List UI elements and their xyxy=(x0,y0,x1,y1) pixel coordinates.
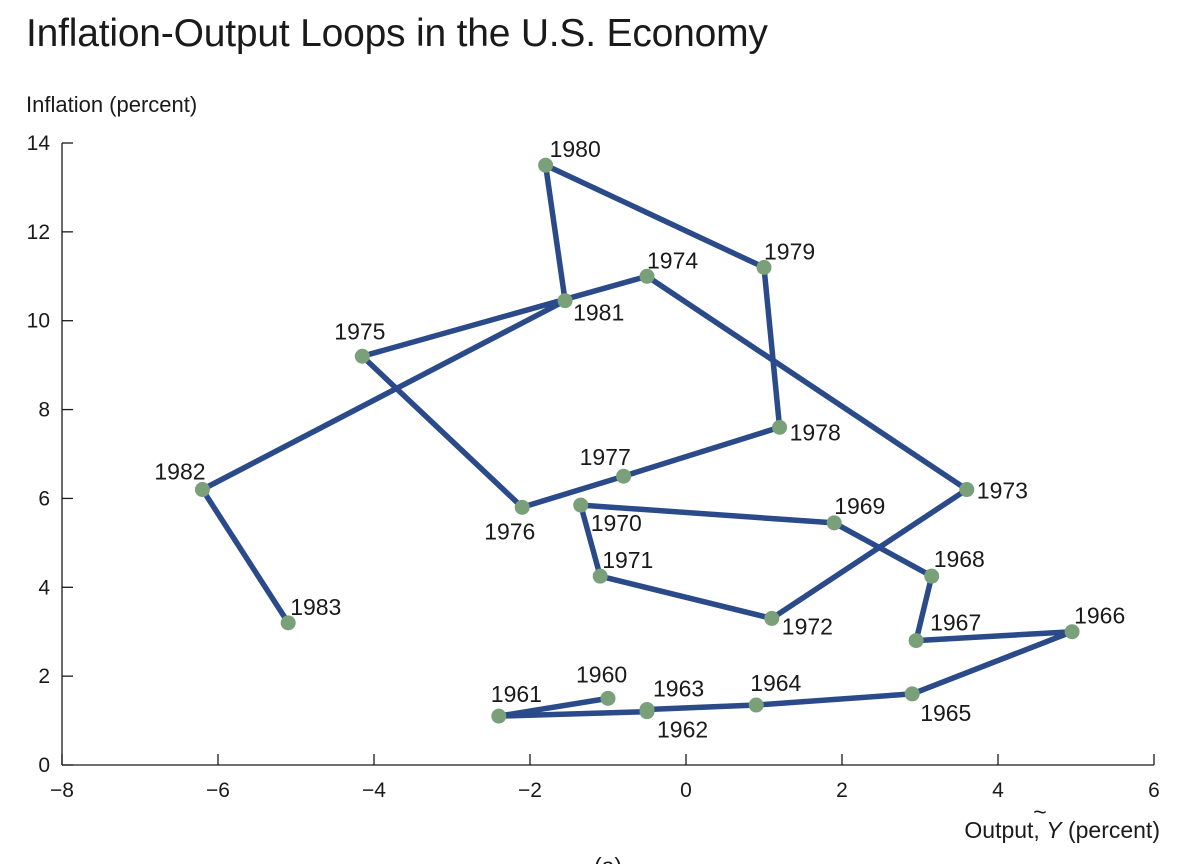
y-tick-label: 14 xyxy=(27,132,51,155)
point-1977 xyxy=(616,468,632,484)
label-1981: 1981 xyxy=(573,300,624,326)
y-tick-label: 8 xyxy=(38,399,50,422)
point-1966 xyxy=(1064,624,1080,640)
data-markers xyxy=(194,157,1080,724)
y-tick-label: 2 xyxy=(38,665,50,688)
label-1963: 1963 xyxy=(653,675,704,701)
point-1978 xyxy=(772,419,788,435)
point-1981 xyxy=(557,293,573,309)
label-1960: 1960 xyxy=(576,661,627,687)
label-1980: 1980 xyxy=(550,136,601,162)
point-1975 xyxy=(354,348,370,364)
label-1965: 1965 xyxy=(920,700,971,726)
x-axis-label-prefix: Output, xyxy=(964,817,1046,843)
label-1974: 1974 xyxy=(647,247,698,273)
label-1973: 1973 xyxy=(977,478,1028,504)
label-1979: 1979 xyxy=(764,238,815,264)
label-1983: 1983 xyxy=(290,594,341,620)
y-tick-label: 12 xyxy=(27,221,50,244)
y-tick-label: 6 xyxy=(38,487,50,510)
label-1964: 1964 xyxy=(750,670,801,696)
label-1976: 1976 xyxy=(484,518,535,544)
point-1973 xyxy=(959,482,975,498)
label-1961: 1961 xyxy=(491,681,542,707)
x-tick-label: −8 xyxy=(50,779,74,802)
x-tick-label: −2 xyxy=(518,779,542,802)
y-tick-label: 4 xyxy=(38,576,50,599)
label-1968: 1968 xyxy=(934,546,985,572)
point-1961 xyxy=(491,708,507,724)
figure-caption: (a) xyxy=(594,853,622,864)
y-tick-label: 10 xyxy=(27,310,50,333)
point-1960 xyxy=(600,690,616,706)
point-1971 xyxy=(592,568,608,584)
label-1982: 1982 xyxy=(154,459,205,485)
axes: −8 −6 −4 −2 0 2 4 6 0 2 4 6 8 10 12 14 xyxy=(27,132,1160,802)
label-1967: 1967 xyxy=(930,610,981,636)
point-1967 xyxy=(908,633,924,649)
label-1966: 1966 xyxy=(1074,603,1125,629)
point-1964 xyxy=(748,697,764,713)
point-1982 xyxy=(194,482,210,498)
point-1974 xyxy=(639,268,655,284)
point-1983 xyxy=(280,615,296,631)
label-1975: 1975 xyxy=(334,318,385,344)
point-1976 xyxy=(514,499,530,515)
year-labels: 1960 1961 1962 1963 1964 1965 1966 1967 1968 1969… xyxy=(154,136,1125,742)
x-tick-label: 2 xyxy=(836,779,848,802)
x-tick-label: −4 xyxy=(362,779,386,802)
y-axis-label: Inflation (percent) xyxy=(26,92,198,117)
label-1962: 1962 xyxy=(657,717,708,743)
chart-title: Inflation-Output Loops in the U.S. Econo… xyxy=(26,12,768,55)
x-axis-label-suffix: (percent) xyxy=(1062,817,1160,843)
x-axis-label: Output, Y (percent) xyxy=(964,817,1160,843)
x-tick-label: 0 xyxy=(680,779,692,802)
point-1965 xyxy=(904,686,920,702)
point-1970 xyxy=(573,497,589,513)
point-1980 xyxy=(538,157,554,173)
label-1970: 1970 xyxy=(591,510,642,536)
label-1972: 1972 xyxy=(782,613,833,639)
point-1979 xyxy=(756,259,772,275)
point-1968 xyxy=(924,568,940,584)
y-tick-label: 0 xyxy=(38,754,50,777)
label-1971: 1971 xyxy=(602,547,653,573)
x-tick-label: −6 xyxy=(206,779,230,802)
point-1969 xyxy=(826,515,842,531)
x-tick-label: 6 xyxy=(1148,779,1160,802)
point-1972 xyxy=(764,610,780,626)
series-line xyxy=(199,162,1075,719)
x-axis-label-symbol: Y xyxy=(1046,817,1063,843)
point-1963 xyxy=(639,701,655,717)
inflation-output-path xyxy=(199,162,1075,719)
label-1977: 1977 xyxy=(580,444,631,470)
x-tick-label: 4 xyxy=(992,779,1004,802)
label-1978: 1978 xyxy=(790,419,841,445)
label-1969: 1969 xyxy=(834,493,885,519)
tilde-accent: ~ xyxy=(1033,799,1046,825)
